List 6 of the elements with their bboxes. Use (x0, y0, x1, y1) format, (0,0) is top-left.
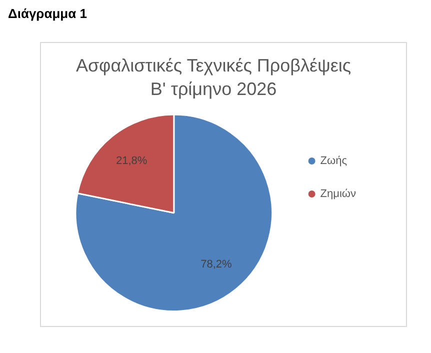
text: Διάγραμμα 1 (8, 6, 87, 21)
legend-label: Ζημιών (320, 188, 356, 200)
data-label: 21,8% (116, 155, 148, 168)
legend-label: Ζωής (320, 155, 348, 168)
data-label: 78,2% (200, 258, 232, 271)
chart-title: Ασφαλιστικές Τεχνικές Προβλέψεις Β' τρίμηνο 2026 (76, 56, 352, 100)
